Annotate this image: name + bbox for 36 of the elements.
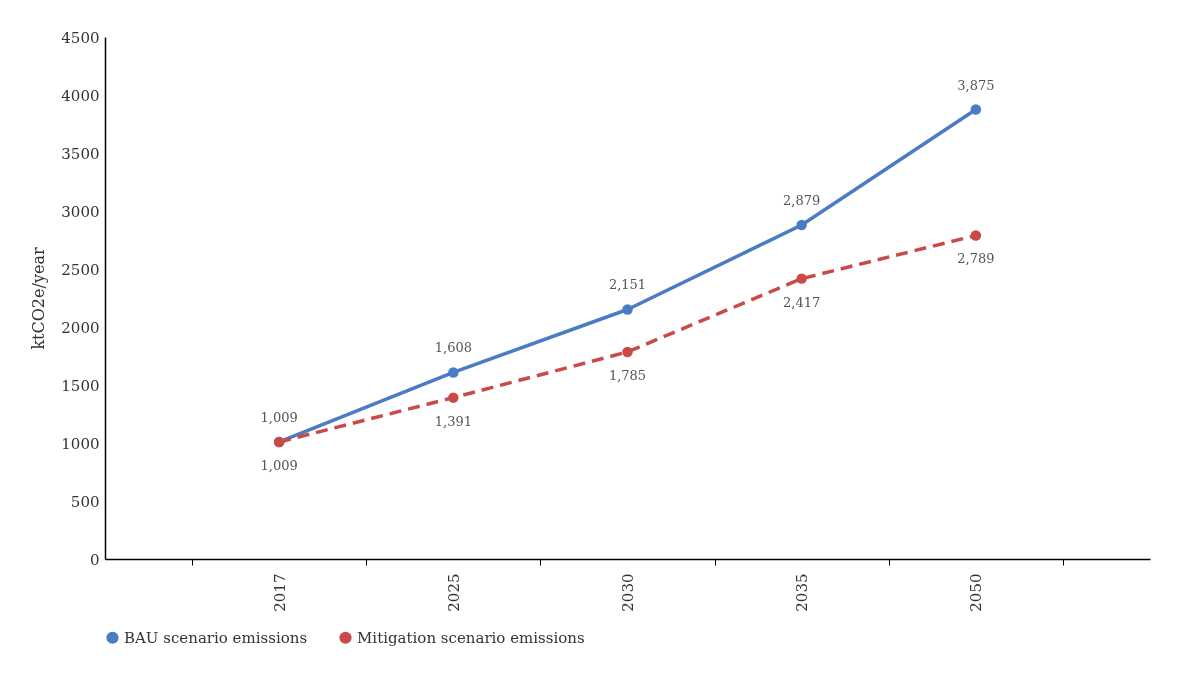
point <box>796 273 807 284</box>
y-tick-label: 1000 <box>61 434 100 453</box>
point <box>448 392 459 403</box>
point <box>970 230 982 241</box>
data-label: 1,391 <box>434 413 472 429</box>
point <box>796 219 807 231</box>
x-tick-label: 2035 <box>793 573 812 612</box>
legend-label: BAU scenario emissions <box>124 628 308 647</box>
data-label: 1,608 <box>434 340 472 356</box>
data-label: 3,875 <box>957 77 995 93</box>
data-label: 2,879 <box>783 193 821 209</box>
y-axis-title: ktCO2e/year <box>29 247 49 350</box>
data-label: 1,009 <box>260 457 298 473</box>
data-label: 2,417 <box>783 294 821 310</box>
data-label: 1,785 <box>608 367 647 383</box>
y-tick-label: 1500 <box>61 376 100 395</box>
data-label: 1,009 <box>260 409 298 425</box>
legend-label: Mitigation scenario emissions <box>357 628 585 647</box>
x-tick-label: 2025 <box>444 573 463 612</box>
y-tick-label: 3500 <box>61 144 100 163</box>
x-tick-label: 2017 <box>270 573 289 612</box>
data-label: 2,151 <box>608 277 647 293</box>
point <box>622 346 633 358</box>
y-tick-label: 3000 <box>61 202 100 221</box>
y-tick-label: 500 <box>70 492 100 511</box>
point <box>970 104 982 115</box>
x-tick-label: 2050 <box>967 573 986 612</box>
data-label: 2,789 <box>957 251 995 267</box>
y-tick-label: 4500 <box>61 28 100 47</box>
y-tick-label: 0 <box>89 550 100 569</box>
point <box>622 304 633 315</box>
y-tick-label: 4000 <box>61 86 100 105</box>
x-tick-label: 2030 <box>619 573 637 612</box>
point <box>448 367 459 378</box>
y-tick-label: 2500 <box>61 260 100 279</box>
y-tick-label: 2000 <box>61 318 100 337</box>
